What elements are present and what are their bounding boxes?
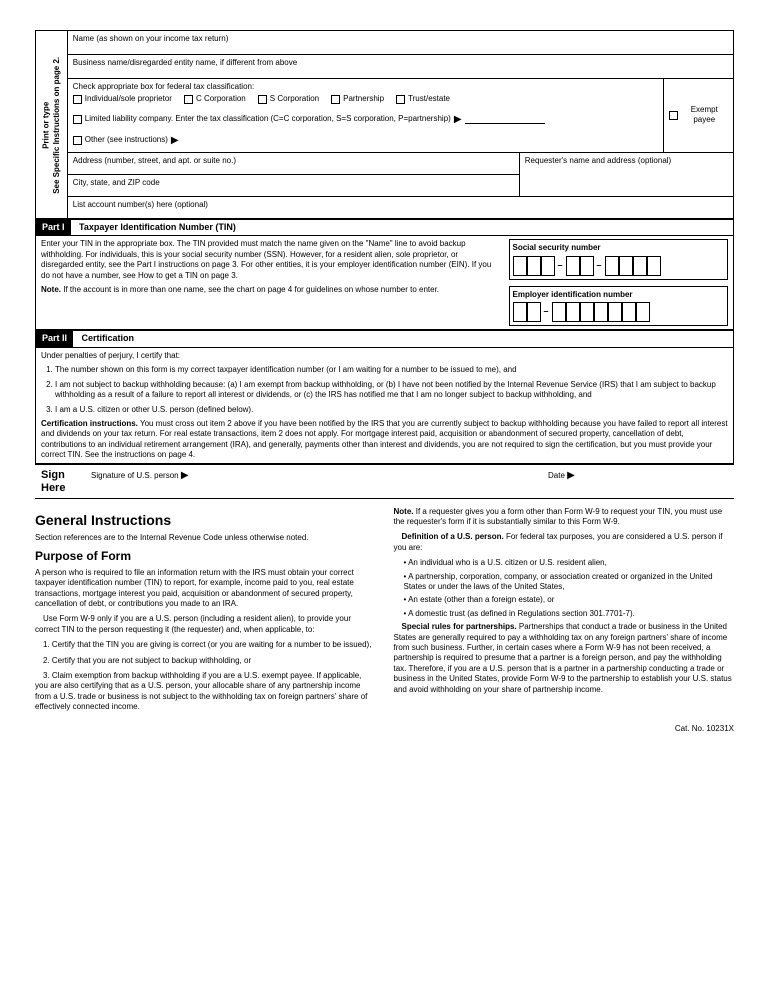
purpose-p4: 2. Certify that you are not subject to b… xyxy=(35,656,376,666)
def-bullets: An individual who is a U.S. citizen or U… xyxy=(404,558,735,619)
instructions-columns: General Instructions Section references … xyxy=(35,507,734,718)
cb-other[interactable]: Other (see instructions)▶ xyxy=(73,134,179,147)
cb-individual[interactable]: Individual/sole proprietor xyxy=(73,94,172,104)
cb-trust[interactable]: Trust/estate xyxy=(396,94,450,104)
date-label: Date xyxy=(548,471,565,480)
special-label: Special rules for partnerships. xyxy=(402,622,517,631)
part2-table: Part II Certification Under penalties of… xyxy=(35,330,734,464)
cert-instr: You must cross out item 2 above if you h… xyxy=(41,419,728,459)
bullet-3: An estate (other than a foreign estate),… xyxy=(404,595,735,605)
purpose-p3: 1. Certify that the TIN you are giving i… xyxy=(35,640,376,650)
signature-field[interactable]: Signature of U.S. person ▶ xyxy=(91,469,548,493)
cert-intro: Under penalties of perjury, I certify th… xyxy=(41,351,728,361)
cat-number: Cat. No. 10231X xyxy=(35,724,734,734)
business-label: Business name/disregarded entity name, i… xyxy=(73,58,728,68)
business-name-field[interactable]: Business name/disregarded entity name, i… xyxy=(67,55,733,79)
vert-text-2: See Specific Instructions on page 2. xyxy=(51,56,60,193)
sign-here-label: Sign Here xyxy=(35,465,85,497)
purpose-title: Purpose of Form xyxy=(35,549,376,565)
part2-badge: Part II xyxy=(36,331,73,347)
address-field[interactable]: Address (number, street, and apt. or sui… xyxy=(67,152,519,174)
cert-item-3: I am a U.S. citizen or other U.S. person… xyxy=(55,405,728,415)
ein-label: Employer identification number xyxy=(513,290,725,300)
note-text: If a requester gives you a form other th… xyxy=(394,507,723,526)
part1-note-label: Note. xyxy=(41,285,61,294)
sig-label: Signature of U.S. person xyxy=(91,471,179,480)
purpose-p5: 3. Claim exemption from backup withholdi… xyxy=(35,671,376,713)
requester-field[interactable]: Requester's name and address (optional) xyxy=(519,152,733,196)
cert-item-2: I am not subject to backup withholding b… xyxy=(55,380,728,401)
classification-cell: Check appropriate box for federal tax cl… xyxy=(67,79,663,153)
ein-boxes[interactable]: – xyxy=(513,302,725,322)
right-column: Note. If a requester gives you a form ot… xyxy=(394,507,735,718)
account-label: List account number(s) here (optional) xyxy=(73,200,728,210)
part2-title: Certification xyxy=(76,331,141,345)
bullet-1: An individual who is a U.S. citizen or U… xyxy=(404,558,735,568)
ssn-container: Social security number – – xyxy=(509,239,729,279)
form-header-table: Print or type See Specific Instructions … xyxy=(35,30,734,219)
city-label: City, state, and ZIP code xyxy=(73,178,514,188)
part1-text2: If the account is in more than one name,… xyxy=(61,285,439,294)
address-label: Address (number, street, and apt. or sui… xyxy=(73,156,514,166)
cb-c-corp[interactable]: C Corporation xyxy=(184,94,246,104)
part1-body: Enter your TIN in the appropriate box. T… xyxy=(36,236,504,330)
classification-label: Check appropriate box for federal tax cl… xyxy=(73,82,658,92)
part2-body: Under penalties of perjury, I certify th… xyxy=(36,347,734,464)
requester-label: Requester's name and address (optional) xyxy=(525,156,728,166)
sign-box: Sign Here Signature of U.S. person ▶ Dat… xyxy=(35,464,734,498)
note-label: Note. xyxy=(394,507,414,516)
special-text: Partnerships that conduct a trade or bus… xyxy=(394,622,732,693)
bullet-2: A partnership, corporation, company, or … xyxy=(404,572,735,593)
purpose-p2: Use Form W-9 only if you are a U.S. pers… xyxy=(35,614,376,635)
purpose-p1: A person who is required to file an info… xyxy=(35,568,376,610)
def-label: Definition of a U.S. person. xyxy=(402,532,504,541)
vert-text-1: Print or type xyxy=(41,101,50,148)
city-field[interactable]: City, state, and ZIP code xyxy=(67,174,519,196)
part1-text1: Enter your TIN in the appropriate box. T… xyxy=(41,239,491,279)
account-field[interactable]: List account number(s) here (optional) xyxy=(67,196,733,218)
bullet-4: A domestic trust (as defined in Regulati… xyxy=(404,609,735,619)
exempt-cell[interactable]: Exempt payee xyxy=(664,79,734,153)
vertical-label: Print or type See Specific Instructions … xyxy=(36,31,68,219)
ssn-boxes[interactable]: – – xyxy=(513,256,725,276)
ein-container: Employer identification number – xyxy=(509,286,729,326)
general-instructions-title: General Instructions xyxy=(35,511,376,529)
gen-body: Section references are to the Internal R… xyxy=(35,533,376,543)
cert-item-1: The number shown on this form is my corr… xyxy=(55,365,728,375)
part1-table: Part I Taxpayer Identification Number (T… xyxy=(35,219,734,330)
ssn-label: Social security number xyxy=(513,243,725,253)
cb-llc[interactable]: Limited liability company. Enter the tax… xyxy=(73,113,545,126)
part1-badge: Part I xyxy=(36,220,71,236)
name-field[interactable]: Name (as shown on your income tax return… xyxy=(67,31,733,55)
tin-side: Social security number – – Employer iden… xyxy=(504,236,734,330)
cb-s-corp[interactable]: S Corporation xyxy=(258,94,319,104)
date-field[interactable]: Date ▶ xyxy=(548,469,728,493)
cb-partnership[interactable]: Partnership xyxy=(331,94,384,104)
cert-instr-label: Certification instructions. xyxy=(41,419,138,428)
name-label: Name (as shown on your income tax return… xyxy=(73,34,728,44)
part1-title: Taxpayer Identification Number (TIN) xyxy=(73,220,242,234)
llc-class-input[interactable] xyxy=(465,114,545,124)
left-column: General Instructions Section references … xyxy=(35,507,376,718)
